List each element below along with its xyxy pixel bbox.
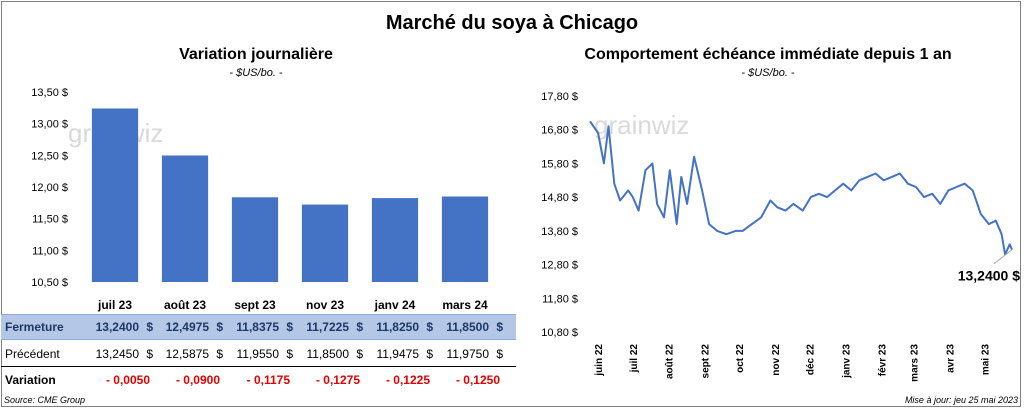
right-chart-subtitle: - $US/bo. - <box>741 67 795 79</box>
table-currency: $ <box>216 347 223 361</box>
line-xtick-label: déc 22 <box>806 344 817 376</box>
bar-mark <box>161 155 209 282</box>
table-cell-close: 11,8500 <box>446 320 489 334</box>
table-cell-close: 13,2400 <box>95 320 139 334</box>
right-chart-title: Comportement échéance immédiate depuis 1… <box>584 46 952 63</box>
table-cell-close: 11,8375 <box>236 320 279 334</box>
line-ytick-label: 14,80 $ <box>541 192 578 204</box>
bar-category-label: nov 23 <box>306 298 344 312</box>
line-xtick-label: nov 22 <box>771 344 782 376</box>
table-cell-var: - 0,1175 <box>246 373 290 387</box>
table-row-close: Fermeture 13,2400 $12,4975 $11,8375 $11,722… <box>1 314 516 340</box>
line-xtick-label: mai 23 <box>980 344 991 376</box>
bar-ytick-label: 10,50 $ <box>31 277 68 289</box>
table-cell-close: 12,4975 <box>165 320 209 334</box>
last-value-label: 13,2400 $ <box>958 268 1020 284</box>
line-xtick-label: mars 23 <box>910 344 921 382</box>
table-currency: $ <box>426 347 433 361</box>
bar-category-label: janv 24 <box>374 298 416 312</box>
line-xtick-label: juil 22 <box>629 344 640 374</box>
bar-ytick-label: 11,50 $ <box>32 214 68 226</box>
line-xtick-label: oct 22 <box>735 344 746 373</box>
bar-category-label: août 23 <box>164 298 206 312</box>
bar-ytick-label: 13,00 $ <box>31 119 68 131</box>
last-value-leader <box>993 249 1013 265</box>
bar-category-label: sept 23 <box>234 298 276 312</box>
table-currency: $ <box>426 320 433 334</box>
bar-mark <box>441 196 489 282</box>
table-currency: $ <box>146 320 153 334</box>
row-label-var: Variation <box>5 373 56 387</box>
line-xtick-label: juin 22 <box>594 344 605 377</box>
line-ytick-label: 13,80 $ <box>541 226 578 238</box>
line-xtick-label: sept 22 <box>700 344 711 379</box>
table-row-prev: Précédent 13,2450 $12,5875 $11,9550 $11,850… <box>1 342 516 367</box>
table-cell-prev: 13,2450 <box>95 347 139 361</box>
left-chart-subtitle: - $US/bo. - <box>229 67 283 79</box>
line-ytick-label: 12,80 $ <box>541 260 578 272</box>
line-ytick-label: 17,80 $ <box>541 91 578 103</box>
table-currency: $ <box>146 347 153 361</box>
table-cell-var: - 0,1275 <box>315 373 360 387</box>
table-cell-close: 11,7225 <box>306 320 349 334</box>
table-currency: $ <box>356 320 363 334</box>
bar-mark <box>91 108 139 282</box>
table-cell-var: - 0,1250 <box>455 373 500 387</box>
line-ytick-label: 11,80 $ <box>542 293 578 305</box>
bar-mark <box>301 204 349 282</box>
table-currency: $ <box>496 320 503 334</box>
line-xtick-label: févr 23 <box>877 344 888 377</box>
main-title: Marché du soya à Chicago <box>385 12 639 34</box>
table-cell-prev: 11,9750 <box>446 347 490 361</box>
line-xtick-label: août 22 <box>665 344 676 379</box>
left-chart-title: Variation journalière <box>179 46 333 63</box>
bar-ytick-label: 13,50 $ <box>31 87 68 99</box>
table-currency: $ <box>286 320 293 334</box>
table-currency: $ <box>496 347 503 361</box>
bar-mark <box>231 197 279 282</box>
table-row-var: Variation - 0,0050 - 0,0900 - 0,1175 - 0,12… <box>1 368 516 392</box>
line-xtick-label: avr 23 <box>946 344 957 373</box>
table-cell-close: 11,8250 <box>376 320 419 334</box>
line-ytick-label: 10,80 $ <box>541 327 578 339</box>
table-cell-prev: 11,9550 <box>236 347 280 361</box>
table-currency: $ <box>356 347 363 361</box>
line-ytick-label: 15,80 $ <box>541 158 578 170</box>
table-cell-var: - 0,0050 <box>105 373 150 387</box>
row-label-prev: Précédent <box>5 347 60 361</box>
bar-ytick-label: 12,50 $ <box>31 150 68 162</box>
bar-category-label: mars 24 <box>442 298 488 312</box>
row-label-close: Fermeture <box>5 320 64 334</box>
table-cell-prev: 11,9475 <box>376 347 420 361</box>
line-xtick-label: janv 23 <box>842 344 853 379</box>
line-ytick-label: 16,80 $ <box>541 125 578 137</box>
table-currency: $ <box>216 320 223 334</box>
bar-category-label: juil 23 <box>97 298 132 312</box>
table-currency: $ <box>286 347 293 361</box>
update-note: Mise à jour: jeu 25 mai 2023 <box>904 395 1018 405</box>
source-note: Source: CME Group <box>4 395 86 405</box>
bar-ytick-label: 12,00 $ <box>31 182 68 194</box>
bar-ytick-label: 11,00 $ <box>32 245 68 257</box>
table-cell-var: - 0,1225 <box>385 373 430 387</box>
bar-mark <box>371 198 419 282</box>
table-cell-var: - 0,0900 <box>175 373 220 387</box>
table-cell-prev: 12,5875 <box>165 347 209 361</box>
price-line <box>589 120 1013 256</box>
table-cell-prev: 11,8500 <box>306 347 350 361</box>
